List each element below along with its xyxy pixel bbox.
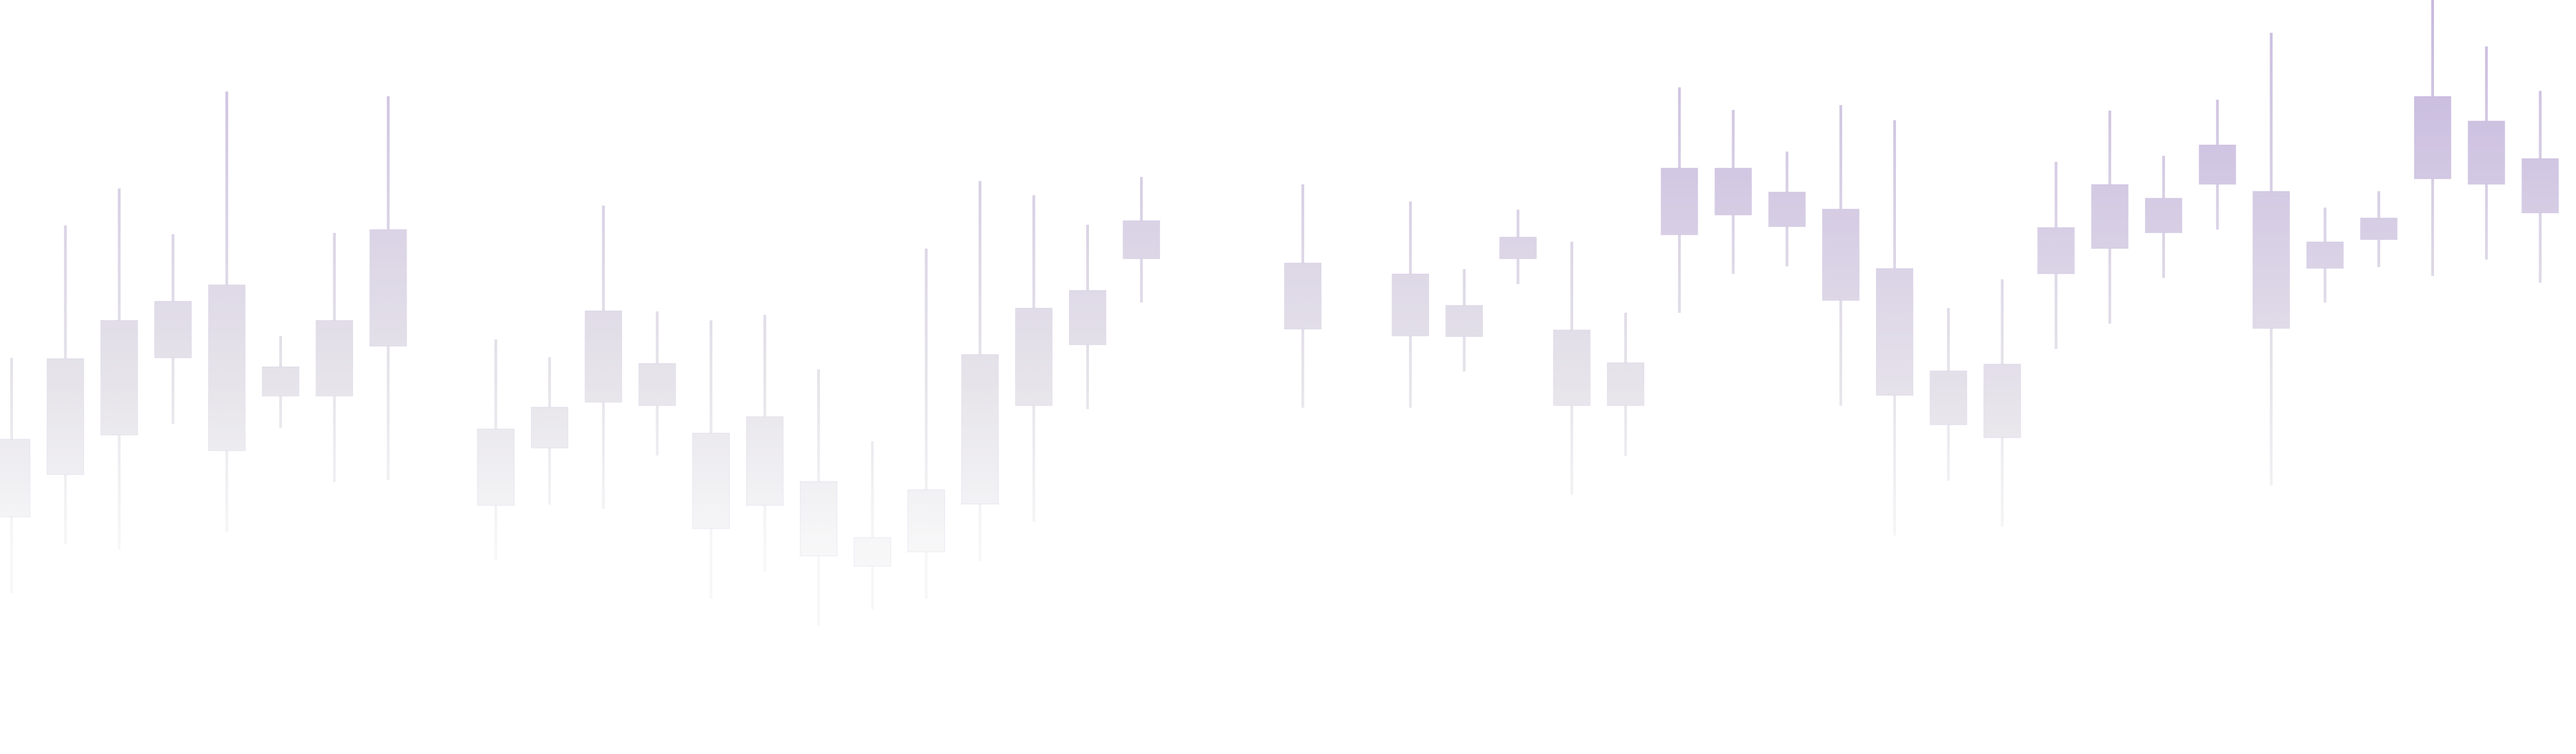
candle-body <box>2306 241 2344 269</box>
candle <box>1929 308 1968 481</box>
candle <box>1499 210 1537 284</box>
candle-body <box>799 481 838 557</box>
candle <box>2091 111 2129 324</box>
candle <box>369 96 408 480</box>
candle <box>638 311 677 456</box>
candle-body <box>1607 362 1645 406</box>
candle <box>2360 191 2398 267</box>
candle-body <box>477 428 515 506</box>
candle <box>1876 120 1914 535</box>
candle <box>2037 162 2075 349</box>
candle <box>2467 46 2506 260</box>
candle <box>853 441 892 609</box>
candle-body <box>1553 329 1591 406</box>
candle-body <box>2091 184 2129 249</box>
candle-body <box>1876 268 1914 396</box>
candle-body <box>1068 290 1107 346</box>
candle-body <box>2198 144 2237 185</box>
candle <box>315 233 354 482</box>
candle-body <box>1822 208 1860 301</box>
candle-body <box>2252 191 2291 329</box>
candle <box>1445 269 1484 372</box>
candle-body <box>2521 158 2560 214</box>
candle <box>46 225 85 544</box>
candle <box>0 358 31 593</box>
candle <box>961 181 999 561</box>
candle <box>2306 208 2344 303</box>
candle <box>100 188 139 550</box>
candle <box>2198 100 2237 229</box>
candle <box>692 320 730 599</box>
candle-body <box>2467 120 2506 185</box>
candle-body <box>961 354 999 505</box>
candle-body <box>2037 227 2075 275</box>
candle <box>584 206 623 509</box>
candle-body <box>100 320 139 436</box>
candle <box>1822 105 1860 406</box>
candle <box>1768 152 1806 266</box>
candle <box>1714 110 1753 274</box>
candle <box>2414 0 2452 276</box>
candle-body <box>369 229 408 347</box>
candle-body <box>46 358 85 475</box>
candle <box>2252 33 2291 486</box>
candle-body <box>907 489 946 553</box>
candles-group <box>0 0 2560 626</box>
candle-body <box>1391 273 1430 337</box>
candle <box>1068 225 1107 409</box>
candle <box>799 369 838 626</box>
candle <box>746 315 784 572</box>
candle-body <box>154 301 192 359</box>
candle-body <box>1445 305 1484 337</box>
candle-body <box>0 438 31 518</box>
candle <box>1284 184 1322 408</box>
candle <box>477 339 515 560</box>
candle <box>1015 195 1053 522</box>
candle-body <box>315 320 354 397</box>
candle <box>1983 279 2022 527</box>
candle-body <box>584 310 623 403</box>
candle-body <box>2145 197 2183 234</box>
candle-body <box>1015 307 1053 406</box>
candle <box>2145 156 2183 278</box>
candle-body <box>530 406 569 449</box>
candle-body <box>2360 217 2398 240</box>
candle <box>261 336 300 428</box>
candle <box>154 234 192 424</box>
candle-body <box>1768 191 1806 227</box>
candle <box>1122 177 1161 303</box>
candle <box>1391 201 1430 408</box>
candle-body <box>1983 363 2022 438</box>
candle-body <box>1122 220 1161 260</box>
candle-body <box>1660 167 1699 236</box>
candle-body <box>692 432 730 529</box>
candle <box>1660 87 1699 313</box>
candle-body <box>638 363 677 406</box>
candle-body <box>261 366 300 397</box>
candle-body <box>1714 167 1753 216</box>
candle-body <box>2414 96 2452 180</box>
candle <box>1553 242 1591 494</box>
candle-body <box>1284 262 1322 330</box>
candle-body <box>853 537 892 567</box>
candle <box>530 357 569 505</box>
candle <box>208 92 246 532</box>
candle <box>907 249 946 599</box>
candle-body <box>1499 236 1537 260</box>
candle-body <box>1929 370 1968 425</box>
candle <box>2521 91 2560 283</box>
candle-body <box>208 284 246 451</box>
candle <box>1607 313 1645 456</box>
candle-body <box>746 416 784 506</box>
